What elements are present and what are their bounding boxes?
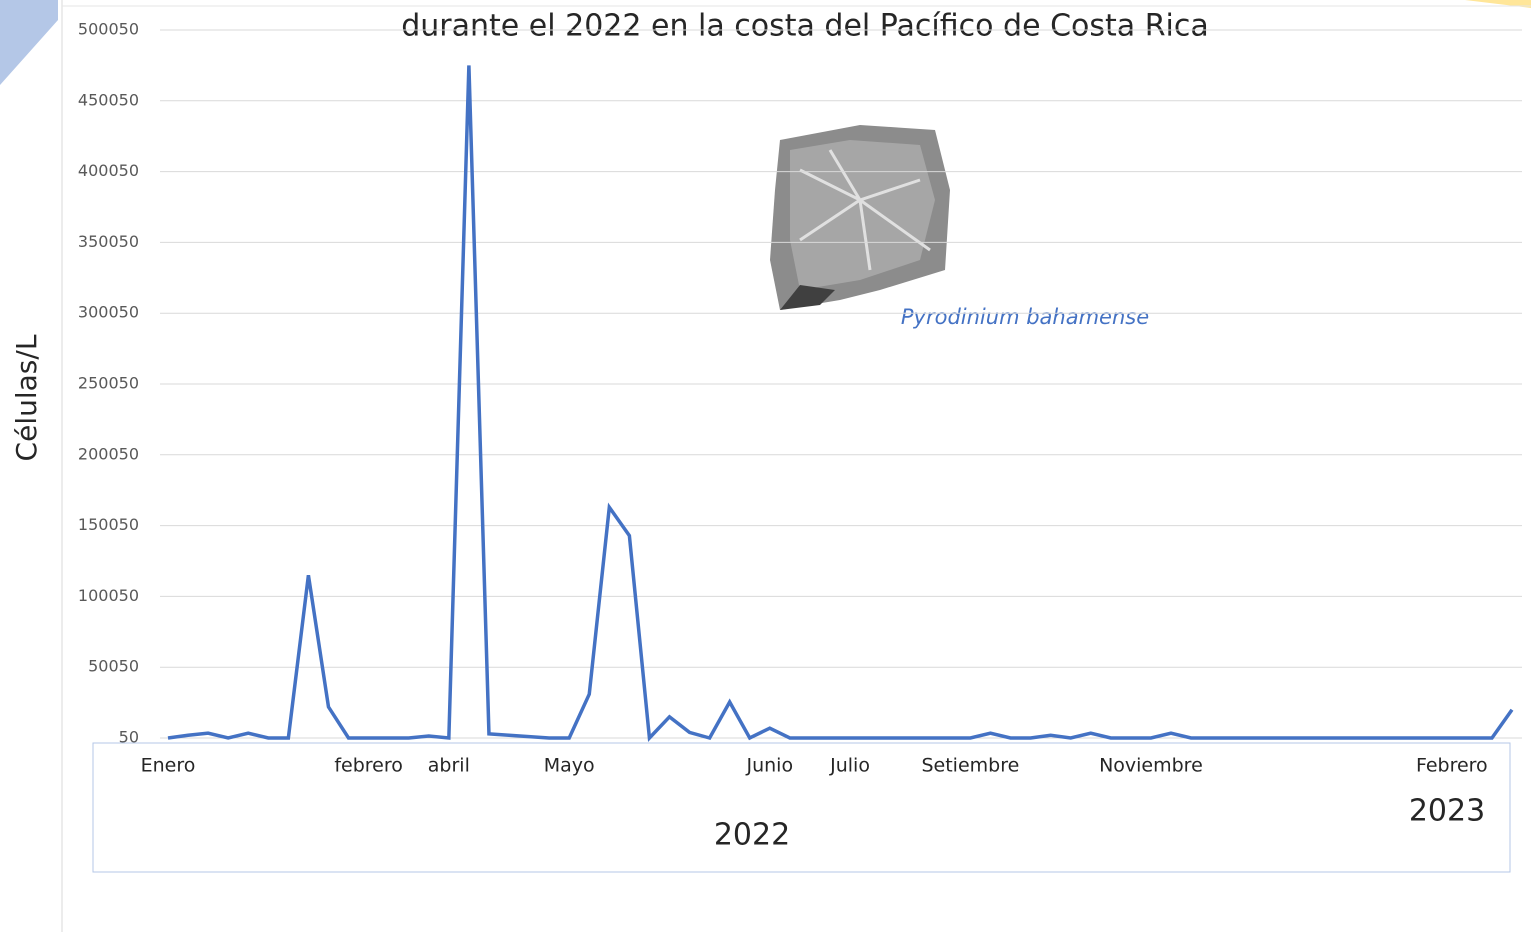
x-tick-label: Junio xyxy=(745,755,793,777)
year-label: 2022 xyxy=(714,818,790,853)
year-label: 2023 xyxy=(1409,794,1485,829)
corner-decoration xyxy=(0,0,58,85)
x-tick-label: abril xyxy=(428,755,470,777)
x-tick-label: Mayo xyxy=(544,755,595,777)
y-tick-label: 50050 xyxy=(88,657,139,676)
y-tick-label: 150050 xyxy=(78,515,139,534)
data-line xyxy=(167,65,1514,742)
y-tick-label: 500050 xyxy=(78,20,139,39)
corner-decoration xyxy=(1465,0,1531,8)
y-tick-label: 50 xyxy=(119,728,139,747)
y-tick-label: 100050 xyxy=(78,586,139,605)
y-tick-label: 400050 xyxy=(78,161,139,180)
x-tick-label: Julio xyxy=(829,755,870,777)
axis-box xyxy=(92,742,1511,873)
y-tick-label: 350050 xyxy=(78,232,139,251)
x-tick-label: Enero xyxy=(141,755,196,777)
x-tick-label: Noviembre xyxy=(1099,755,1203,777)
y-tick-label: 250050 xyxy=(78,374,139,393)
chart-title: durante el 2022 en la costa del Pacífico… xyxy=(401,9,1209,44)
specimen-image xyxy=(765,120,955,315)
x-tick-label: Setiembre xyxy=(921,755,1019,777)
y-axis-label: Células/L xyxy=(10,334,43,461)
x-tick-label: febrero xyxy=(334,755,403,777)
species-annotation: Pyrodinium bahamense xyxy=(901,305,1149,329)
x-tick-label: Febrero xyxy=(1416,755,1488,777)
y-tick-label: 200050 xyxy=(78,444,139,463)
y-tick-label: 300050 xyxy=(78,303,139,322)
y-tick-label: 450050 xyxy=(78,90,139,109)
